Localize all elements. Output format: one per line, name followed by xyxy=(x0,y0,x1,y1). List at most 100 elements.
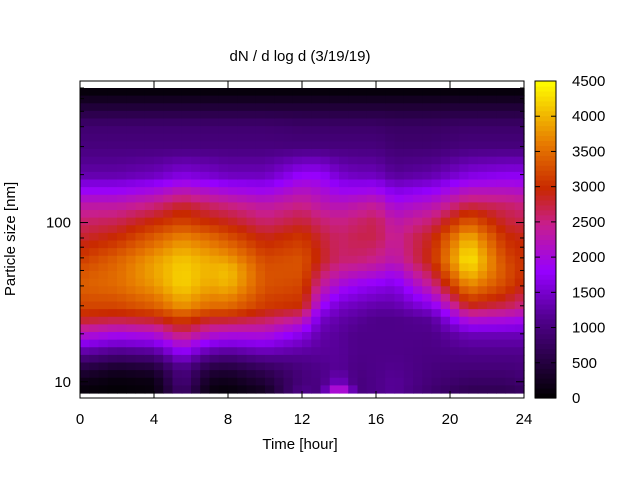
heatmap-cell xyxy=(487,110,497,120)
heatmap-cell xyxy=(357,240,368,249)
heatmap-cell xyxy=(274,210,285,219)
heatmap-cell xyxy=(283,210,294,219)
heatmap-cell xyxy=(191,347,201,356)
heatmap-cell xyxy=(505,263,516,272)
heatmap-cell xyxy=(117,141,127,150)
heatmap-cell xyxy=(163,362,174,371)
heatmap-cell xyxy=(89,332,100,341)
heatmap-cell xyxy=(477,377,488,386)
heatmap-cell xyxy=(237,225,248,234)
heatmap-cell xyxy=(505,141,516,150)
heatmap-cell xyxy=(514,255,525,264)
heatmap-cell xyxy=(135,118,146,127)
heatmap-cell xyxy=(311,263,322,272)
colorbar-segment xyxy=(535,373,556,379)
heatmap-cell xyxy=(311,286,322,295)
heatmap-cell xyxy=(117,324,127,333)
heatmap-cell xyxy=(302,225,312,234)
heatmap-cell xyxy=(339,164,349,173)
heatmap-cell xyxy=(107,171,118,181)
heatmap-cell xyxy=(487,126,497,135)
heatmap-cell xyxy=(292,217,303,226)
colorbar-segment xyxy=(535,303,556,310)
heatmap-cell xyxy=(339,126,349,135)
heatmap-cell xyxy=(348,103,359,112)
heatmap-cell xyxy=(283,118,294,127)
heatmap-cell xyxy=(181,110,192,120)
heatmap-cell xyxy=(274,301,285,310)
heatmap-cell xyxy=(348,156,359,165)
colorbar-segment xyxy=(535,150,556,156)
heatmap-cell xyxy=(413,194,423,203)
heatmap-cell xyxy=(135,316,146,325)
colorbar-segment xyxy=(535,110,556,117)
colorbar-segment xyxy=(535,90,556,97)
heatmap-cell xyxy=(376,217,386,226)
heatmap-cell xyxy=(385,339,396,348)
heatmap-cell xyxy=(107,194,118,203)
heatmap-cell xyxy=(450,118,460,127)
heatmap-cell xyxy=(255,301,266,310)
heatmap-cell xyxy=(209,332,220,341)
heatmap-cell xyxy=(496,324,507,333)
heatmap-cell xyxy=(459,133,470,142)
heatmap-cell xyxy=(431,347,442,356)
heatmap-cell xyxy=(440,347,451,356)
heatmap-cell xyxy=(274,316,285,325)
heatmap-cell xyxy=(394,187,405,196)
heatmap-cell xyxy=(385,194,396,203)
heatmap-cell xyxy=(422,202,433,211)
heatmap-cell xyxy=(283,194,294,203)
heatmap-cell xyxy=(366,202,377,211)
heatmap-cell xyxy=(283,324,294,333)
heatmap-cell xyxy=(431,126,442,135)
heatmap-cell xyxy=(218,217,229,226)
heatmap-cell xyxy=(89,278,100,287)
heatmap-cell xyxy=(468,324,479,333)
heatmap-cell xyxy=(154,347,164,356)
heatmap-cell xyxy=(126,110,137,120)
heatmap-cell xyxy=(403,95,414,104)
heatmap-cell xyxy=(135,202,146,211)
heatmap-cell xyxy=(98,347,109,356)
heatmap-cell xyxy=(181,141,192,150)
heatmap-cell xyxy=(394,309,405,318)
heatmap-cell xyxy=(181,156,192,165)
heatmap-cell xyxy=(135,179,146,188)
heatmap-cell xyxy=(172,88,183,97)
heatmap-cell xyxy=(80,316,90,325)
heatmap-cell xyxy=(80,133,90,142)
heatmap-cell xyxy=(292,240,303,249)
heatmap-cell xyxy=(431,293,442,303)
colorbar-segment xyxy=(535,95,556,102)
heatmap-cell xyxy=(320,164,331,173)
heatmap-cell xyxy=(311,271,322,280)
heatmap-cell xyxy=(431,133,442,142)
heatmap-cell xyxy=(357,324,368,333)
heatmap-cell xyxy=(422,293,433,303)
heatmap-cell xyxy=(89,347,100,356)
heatmap-cell xyxy=(255,293,266,303)
heatmap-cell xyxy=(487,248,497,257)
heatmap-cell xyxy=(440,377,451,386)
heatmap-cell xyxy=(431,339,442,348)
heatmap-cell xyxy=(255,278,266,287)
heatmap-cell xyxy=(98,377,109,386)
heatmap-cell xyxy=(348,240,359,249)
heatmap-cell xyxy=(265,149,275,158)
heatmap-cell xyxy=(468,339,479,348)
heatmap-cell xyxy=(413,88,423,97)
heatmap-cell xyxy=(274,332,285,341)
heatmap-cell xyxy=(135,271,146,280)
heatmap-cell xyxy=(117,164,127,173)
heatmap-cell xyxy=(339,286,349,295)
heatmap-cell xyxy=(413,187,423,196)
colorbar-segment xyxy=(535,130,556,137)
heatmap-cell xyxy=(181,385,192,394)
heatmap-cell xyxy=(200,232,211,242)
heatmap-cell xyxy=(126,324,137,333)
heatmap-cell xyxy=(126,278,137,287)
heatmap-cell xyxy=(422,194,433,203)
heatmap-cell xyxy=(89,286,100,295)
